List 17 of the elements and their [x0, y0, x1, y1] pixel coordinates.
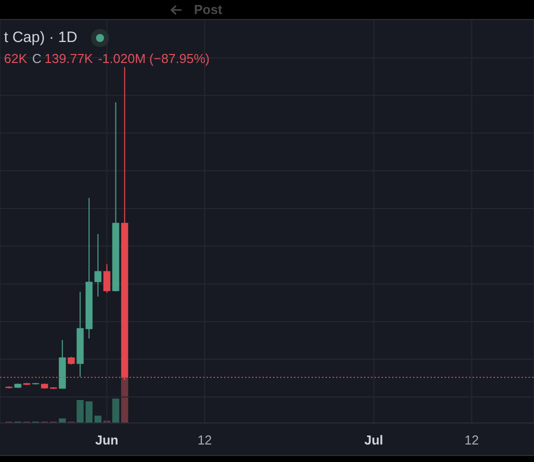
- bar: [112, 398, 120, 423]
- chart-title: t Cap) · 1D: [4, 28, 78, 47]
- candlestick: [103, 264, 110, 294]
- candlestick: [94, 234, 102, 298]
- x-tick-label: Jun: [95, 432, 118, 448]
- text: -1.020M (−87.95%): [98, 51, 210, 66]
- bar: [121, 377, 128, 423]
- bar: [76, 400, 84, 423]
- x-tick-label: Jul: [364, 432, 384, 448]
- bar: [86, 401, 93, 423]
- bar: [94, 416, 102, 423]
- x-tick-label: 12: [464, 432, 479, 448]
- text: C: [32, 51, 42, 66]
- text: 139.77K: [44, 51, 93, 66]
- text: Post: [194, 2, 222, 18]
- x-tick-label: 12: [197, 432, 212, 448]
- text: 62K: [4, 51, 28, 66]
